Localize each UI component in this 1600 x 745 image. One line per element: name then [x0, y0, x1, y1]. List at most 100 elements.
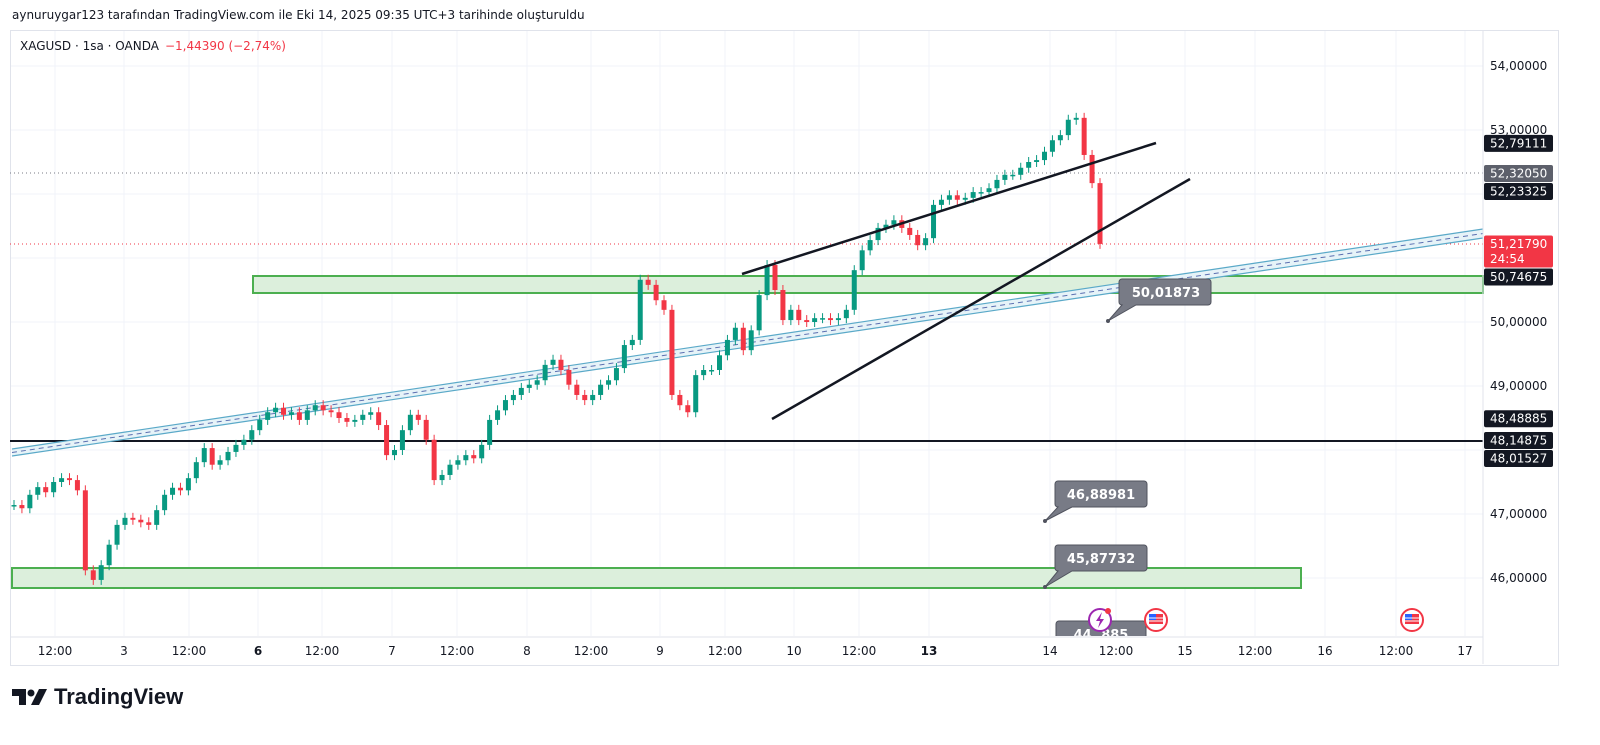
tradingview-logo-icon — [12, 689, 47, 705]
candle — [265, 407, 271, 425]
candle — [629, 334, 635, 351]
time-axis[interactable]: 12:00 3 12:00 6 12:00 7 12:00 8 12:00 9 12:00 10 12:… — [38, 644, 1473, 658]
candle-body — [225, 451, 231, 461]
candle — [923, 233, 929, 251]
candle — [558, 354, 564, 375]
candle-body — [566, 370, 572, 385]
countdown-label: 24:54 — [1490, 252, 1525, 266]
candle-body — [994, 179, 1000, 189]
candle — [312, 400, 318, 416]
candle — [217, 455, 223, 470]
candle — [740, 322, 746, 356]
candle-body — [154, 510, 160, 525]
candle-body — [962, 197, 968, 200]
candle-body — [241, 439, 247, 445]
candle-body — [209, 448, 215, 465]
symbol-legend[interactable]: XAGUSD · 1sa · OANDA −1,44390 (−2,74%) — [20, 39, 286, 53]
candle — [1026, 157, 1032, 173]
candle — [257, 414, 263, 436]
candle — [74, 475, 80, 496]
candle-body — [281, 407, 287, 415]
wedge-upper-line — [741, 141, 1157, 276]
candle — [19, 500, 25, 514]
candle — [732, 322, 738, 345]
price-callout[interactable]: 45,87732 — [1043, 544, 1148, 589]
lightning-event-icon[interactable] — [1088, 608, 1112, 632]
candle-body — [43, 487, 49, 493]
price-callout[interactable]: 50,01873 — [1106, 278, 1212, 323]
candle-body — [701, 370, 707, 376]
candle — [1081, 112, 1087, 160]
candle — [526, 379, 532, 393]
tradingview-logo[interactable]: TradingView — [12, 684, 183, 710]
price-tick-label: 47,00000 — [1490, 507, 1547, 521]
candle — [851, 265, 857, 315]
candle — [653, 279, 659, 306]
candle-body — [138, 519, 144, 523]
chart-credit: aynuruygar123 tarafından TradingView.com… — [12, 8, 585, 22]
candle — [431, 434, 437, 486]
candle — [399, 425, 405, 455]
us-flag-event-icon[interactable] — [1400, 608, 1424, 632]
candle — [677, 389, 683, 411]
candle-body — [621, 345, 627, 369]
candle — [645, 274, 651, 290]
candle — [804, 315, 810, 327]
candle — [407, 409, 413, 436]
candle-body — [249, 430, 255, 440]
candle — [891, 215, 897, 230]
price-tick-label: 46,00000 — [1490, 571, 1547, 585]
candle — [1042, 146, 1048, 166]
candle-body — [471, 455, 477, 459]
candle-body — [550, 359, 556, 365]
candle — [598, 379, 604, 400]
candle-body — [407, 414, 413, 431]
candle — [724, 334, 730, 361]
candle-body — [915, 234, 921, 246]
candle-body — [257, 419, 263, 431]
candle-body — [677, 394, 683, 406]
price-axis[interactable]: 54,00000 53,00000 50,00000 49,00000 47,00000… — [1482, 31, 1547, 664]
candles — [11, 112, 1103, 585]
price-callout[interactable]: 46,88981 — [1043, 480, 1148, 523]
support-zone-upper — [252, 275, 1484, 294]
time-tick-label: 12:00 — [305, 644, 340, 658]
candle — [1089, 149, 1095, 189]
candle-body — [518, 387, 524, 395]
us-flag-event-icon[interactable] — [1144, 608, 1168, 632]
candle-body — [542, 364, 548, 381]
candle-body — [946, 195, 952, 200]
candle-body — [764, 265, 770, 296]
candle — [661, 295, 667, 315]
candle-body — [217, 460, 223, 465]
candle — [233, 439, 239, 457]
candle-body — [867, 240, 873, 251]
candle-body — [923, 238, 929, 246]
candle — [98, 560, 104, 585]
time-tick-label: 16 — [1317, 644, 1332, 658]
candle — [510, 389, 516, 406]
candle — [384, 420, 390, 461]
candle — [447, 459, 453, 480]
candle-body — [479, 444, 485, 459]
wedge-lower-line — [771, 177, 1191, 421]
candle — [1002, 169, 1008, 185]
candle — [281, 402, 287, 420]
candle-body — [891, 220, 897, 225]
candle-body — [772, 265, 778, 290]
candle — [1097, 178, 1103, 249]
candle — [114, 519, 120, 550]
time-tick-label: 13 — [921, 644, 938, 658]
candle-body — [510, 394, 516, 401]
symbol-info: XAGUSD · 1sa · OANDA — [20, 39, 159, 53]
price-chart[interactable]: 50,01873 46,88981 45,87732 44, 885 54,00… — [0, 0, 1600, 680]
candle — [669, 304, 675, 400]
time-tick-label: 12:00 — [708, 644, 743, 658]
candle — [471, 450, 477, 464]
candle — [193, 457, 199, 484]
candle — [66, 473, 72, 486]
candle-body — [439, 474, 445, 481]
price-tag-label: 52,32050 — [1490, 166, 1547, 180]
